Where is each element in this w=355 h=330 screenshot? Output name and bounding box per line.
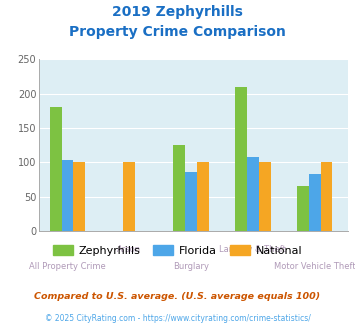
Bar — [247, 157, 259, 231]
Legend: Zephyrhills, Florida, National: Zephyrhills, Florida, National — [48, 240, 307, 260]
Bar — [197, 162, 209, 231]
Bar — [235, 87, 247, 231]
Text: All Property Crime: All Property Crime — [29, 262, 106, 271]
Text: © 2025 CityRating.com - https://www.cityrating.com/crime-statistics/: © 2025 CityRating.com - https://www.city… — [45, 314, 310, 323]
Bar — [73, 162, 86, 231]
Bar — [321, 162, 332, 231]
Bar — [185, 172, 197, 231]
Text: Larceny & Theft: Larceny & Theft — [219, 245, 286, 254]
Bar — [297, 186, 309, 231]
Text: Motor Vehicle Theft: Motor Vehicle Theft — [274, 262, 355, 271]
Bar — [124, 162, 135, 231]
Text: Compared to U.S. average. (U.S. average equals 100): Compared to U.S. average. (U.S. average … — [34, 292, 321, 301]
Text: 2019 Zephyrhills: 2019 Zephyrhills — [112, 5, 243, 19]
Text: Arson: Arson — [117, 245, 141, 254]
Bar — [173, 145, 185, 231]
Bar — [259, 162, 271, 231]
Text: Burglary: Burglary — [173, 262, 209, 271]
Bar — [309, 174, 321, 231]
Bar — [62, 160, 73, 231]
Text: Property Crime Comparison: Property Crime Comparison — [69, 25, 286, 39]
Bar — [50, 108, 62, 231]
